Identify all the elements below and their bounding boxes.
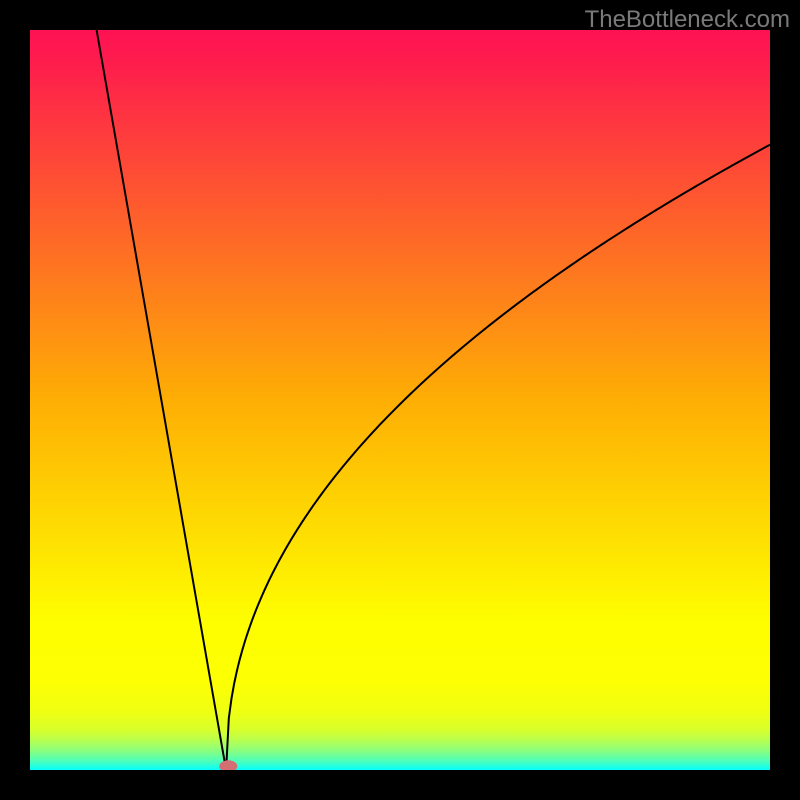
- watermark-text: TheBottleneck.com: [585, 6, 790, 34]
- bottleneck-chart: [0, 0, 800, 800]
- gradient-background: [30, 30, 770, 770]
- chart-container: TheBottleneck.com: [0, 0, 800, 800]
